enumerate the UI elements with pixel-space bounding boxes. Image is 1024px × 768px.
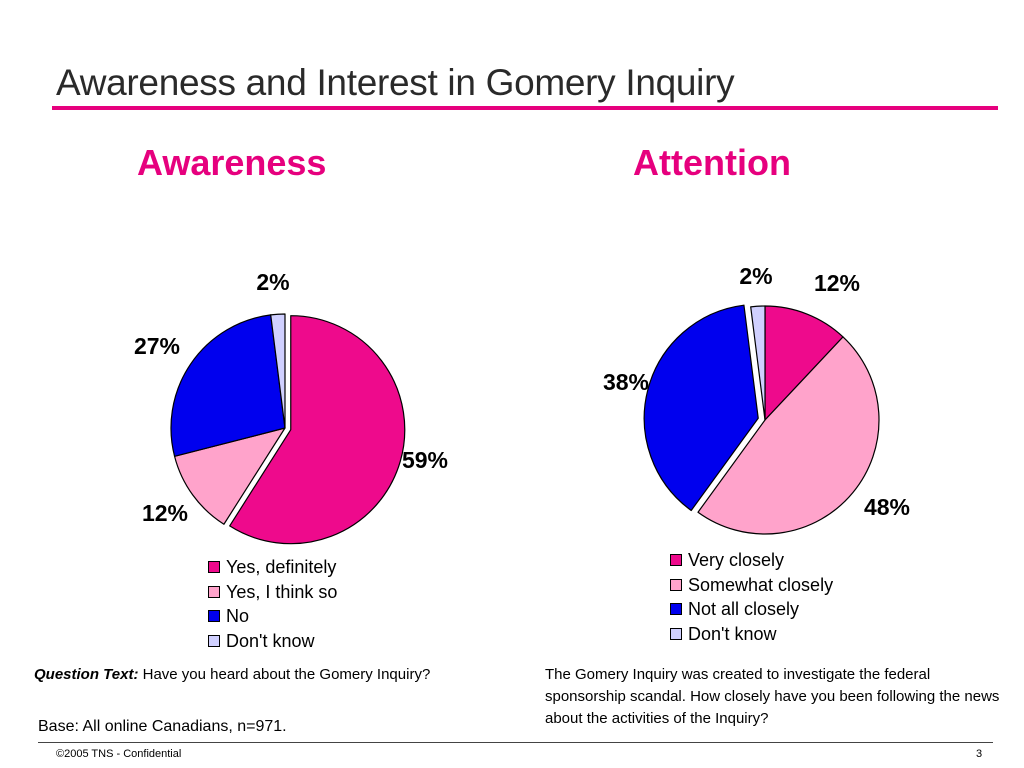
- slice-data-label: 27%: [134, 333, 180, 359]
- pie-slice: [750, 305, 766, 421]
- page-number: 3: [976, 748, 983, 760]
- legend-swatch: [670, 578, 682, 591]
- title-underline: [52, 106, 998, 110]
- pie-slice: [643, 304, 759, 512]
- legend-swatch: [208, 634, 220, 647]
- question-label: Question Text:: [34, 666, 139, 683]
- pie-slice: [697, 336, 880, 535]
- pie-slice: [229, 315, 406, 545]
- slice-data-label: 2%: [256, 269, 289, 295]
- footer-rule: [38, 742, 993, 743]
- slice-data-label: 48%: [864, 494, 910, 520]
- attention-chart-title: Attention: [633, 142, 791, 183]
- legend-swatch: [670, 603, 682, 616]
- legend-swatch: [208, 610, 220, 623]
- copyright: ©2005 TNS - Confidential: [56, 748, 182, 760]
- attention-legend: Very closely Somewhat closely Not all cl…: [670, 548, 833, 646]
- slice-data-label: 38%: [603, 369, 649, 395]
- legend-swatch: [208, 585, 220, 598]
- awareness-question-text: Question Text: Have you heard about the …: [34, 664, 514, 686]
- legend-label: No: [226, 606, 250, 626]
- legend-item: Don't know: [670, 622, 833, 647]
- legend-swatch: [208, 561, 220, 574]
- legend-label: Very closely: [688, 550, 785, 570]
- slice-data-label: 59%: [402, 447, 448, 473]
- slide-title: Awareness and Interest in Gomery Inquiry: [56, 62, 735, 103]
- legend-item: Yes, I think so: [208, 580, 337, 605]
- pie-slice: [764, 305, 844, 421]
- legend-label: Don't know: [688, 623, 777, 644]
- pie-slice: [170, 314, 286, 457]
- legend-item: Don't know: [208, 629, 337, 654]
- legend-item: Not all closely: [670, 597, 833, 622]
- pie-slice: [270, 313, 286, 429]
- legend-label: Somewhat closely: [688, 574, 834, 595]
- legend-item: Very closely: [670, 548, 833, 573]
- slice-data-label: 12%: [814, 270, 860, 296]
- legend-swatch: [670, 554, 682, 567]
- legend-item: Somewhat closely: [670, 573, 833, 598]
- legend-item: Yes, definitely: [208, 555, 337, 580]
- slice-data-label: 12%: [142, 500, 188, 526]
- legend-label: Yes, definitely: [226, 557, 337, 577]
- base-note: Base: All online Canadians, n=971.: [38, 718, 287, 735]
- awareness-chart-title: Awareness: [137, 142, 327, 183]
- slice-data-label: 2%: [739, 263, 772, 289]
- awareness-legend: Yes, definitely Yes, I think so No Don't…: [208, 555, 337, 653]
- legend-label: Not all closely: [688, 599, 800, 619]
- pie-slice: [173, 427, 286, 525]
- legend-label: Yes, I think so: [226, 581, 338, 602]
- attention-question-text: The Gomery Inquiry was created to invest…: [545, 666, 1000, 727]
- legend-label: Don't know: [226, 630, 315, 651]
- question-body: Have you heard about the Gomery Inquiry?: [138, 666, 431, 683]
- legend-swatch: [670, 627, 682, 640]
- legend-item: No: [208, 604, 337, 629]
